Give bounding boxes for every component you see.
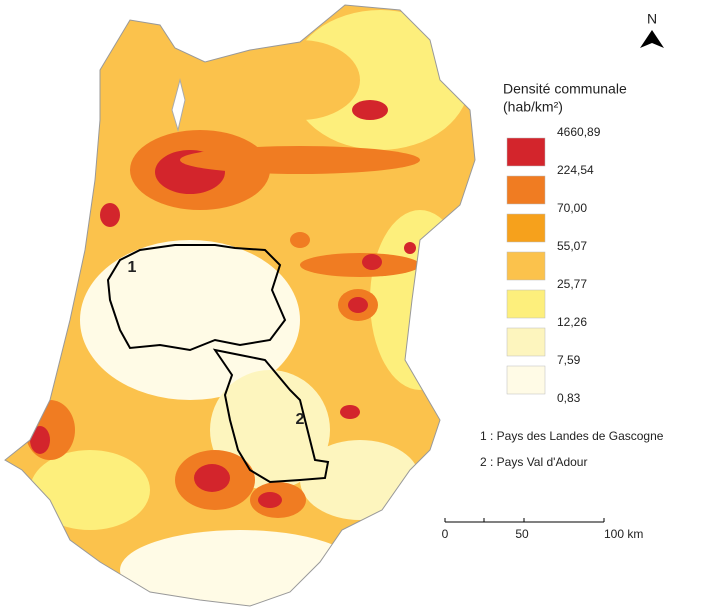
legend-swatch — [506, 137, 546, 167]
legend-break-label: 7,59 — [557, 353, 581, 367]
pays-1-boundary — [106, 244, 287, 352]
legend-swatch — [506, 175, 546, 205]
density-map — [5, 5, 475, 606]
legend-break-label: 0,83 — [557, 391, 581, 405]
north-label: N — [647, 11, 657, 27]
legend-swatch — [506, 365, 546, 395]
pays-number: 2 — [296, 411, 305, 428]
legend: 4660,89 224,54 70,00 55,07 25,77 12,26 7,59 0,8… — [506, 125, 601, 405]
pays-legend: 1 : Pays des Landes de Gascogne — [480, 429, 664, 443]
scale-label: 0 — [442, 527, 449, 541]
legend-title: Densité communale — [503, 81, 627, 97]
legend-break-label: 4660,89 — [557, 125, 601, 139]
pays-2-boundary — [212, 348, 330, 484]
legend-swatch — [506, 213, 546, 243]
scale-label: 50 — [515, 527, 529, 541]
legend-break-label: 25,77 — [557, 277, 587, 291]
legend-swatch — [506, 327, 546, 357]
north-arrow — [640, 30, 664, 48]
legend-break-label: 70,00 — [557, 201, 587, 215]
legend-unit: (hab/km²) — [503, 99, 563, 115]
legend-break-label: 224,54 — [557, 163, 594, 177]
legend-swatch — [506, 289, 546, 319]
region-outline — [4, 4, 476, 607]
estuary — [171, 78, 186, 132]
legend-break-label: 12,26 — [557, 315, 587, 329]
pays-number: 1 — [128, 259, 137, 276]
legend-swatch — [506, 251, 546, 281]
pays-legend: 2 : Pays Val d'Adour — [480, 455, 587, 469]
scale-label: 100 km — [604, 527, 643, 541]
scale-bar — [444, 518, 605, 523]
legend-break-label: 55,07 — [557, 239, 587, 253]
